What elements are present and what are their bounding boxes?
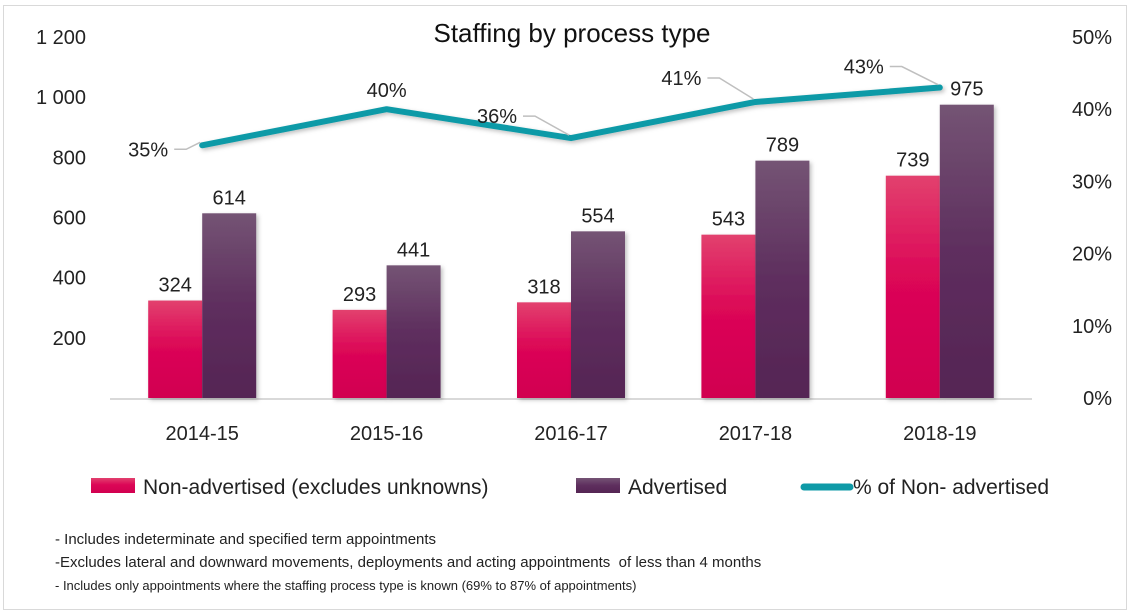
y2-tick-label: 50% [1072,27,1112,49]
bar-advertised [202,213,257,398]
footnote-3: - Includes only appointments where the s… [55,578,637,593]
percent-label: 41% [661,68,701,90]
data-label: 789 [766,135,799,157]
bar-non-advertised [517,302,571,398]
data-label: 318 [527,276,560,298]
data-label: 543 [712,209,745,231]
chart-title: Staffing by process type [433,18,710,48]
footnote-2: -Excludes lateral and downward movements… [55,554,762,571]
data-label: 614 [213,187,246,209]
data-label: 441 [397,239,430,261]
y-tick-label: 1 200 [36,27,86,49]
percent-label: 40% [367,80,407,102]
percent-label: 35% [128,139,168,161]
y-tick-label: 800 [53,147,86,169]
leader-line [523,115,570,136]
legend-label-non-advertised: Non-advertised (excludes unknowns) [143,476,489,499]
y-tick-label: 1 000 [36,87,86,109]
y2-tick-label: 40% [1072,99,1112,121]
legend-label-percent: % of Non- advertised [853,476,1049,499]
percent-line-path [199,84,943,149]
bar-advertised [571,231,625,398]
legend: Non-advertised (excludes unknowns) Adver… [91,476,1049,499]
legend-label-advertised: Advertised [628,476,727,499]
bar-advertised [939,104,994,398]
bar-advertised [386,265,441,398]
bar-non-advertised [148,300,203,398]
y-tick-label: 600 [53,208,86,230]
legend-swatch-non-advertised [91,478,135,493]
bar-advertised [755,160,810,398]
y-tick-label: 200 [53,328,86,350]
y-tick-label: 400 [53,268,86,290]
data-label: 324 [159,275,192,297]
data-label: 975 [950,79,983,101]
leader-line [174,141,201,151]
percent-label: 43% [844,57,884,79]
bar-non-advertised [332,309,387,398]
y-axis-right: 0% 10% 20% 30% 40% 50% [1072,27,1112,410]
y2-tick-label: 30% [1072,171,1112,193]
chart-frame [3,5,1127,610]
y2-tick-label: 10% [1072,316,1112,338]
y2-tick-label: 20% [1072,244,1112,266]
legend-swatch-advertised [576,478,620,493]
x-tick-label: 2018-19 [903,423,976,445]
footnotes: - Includes indeterminate and specified t… [55,528,761,597]
bars: 324 614 293 441 318 554 543 789 739 975 [148,79,994,398]
x-tick-label: 2017-18 [719,423,792,445]
y2-tick-label: 0% [1083,388,1112,410]
bar-non-advertised [701,234,756,398]
footnote-1: - Includes indeterminate and specified t… [55,531,437,548]
leader-line [707,77,754,100]
leader-line [889,65,939,86]
percent-line: 35% 40% 36% 41% 43% [128,57,943,161]
x-axis: 2014-15 2015-16 2016-17 2017-18 2018-19 [165,423,976,445]
data-label: 739 [896,150,929,172]
x-tick-label: 2014-15 [165,423,238,445]
x-tick-label: 2016-17 [534,423,607,445]
data-label: 293 [343,284,376,306]
data-label: 554 [581,205,614,227]
x-tick-label: 2015-16 [350,423,423,445]
y-axis-left: 200 400 600 800 1 000 1 200 [36,27,86,350]
percent-label: 36% [477,106,517,128]
bar-non-advertised [885,175,940,398]
